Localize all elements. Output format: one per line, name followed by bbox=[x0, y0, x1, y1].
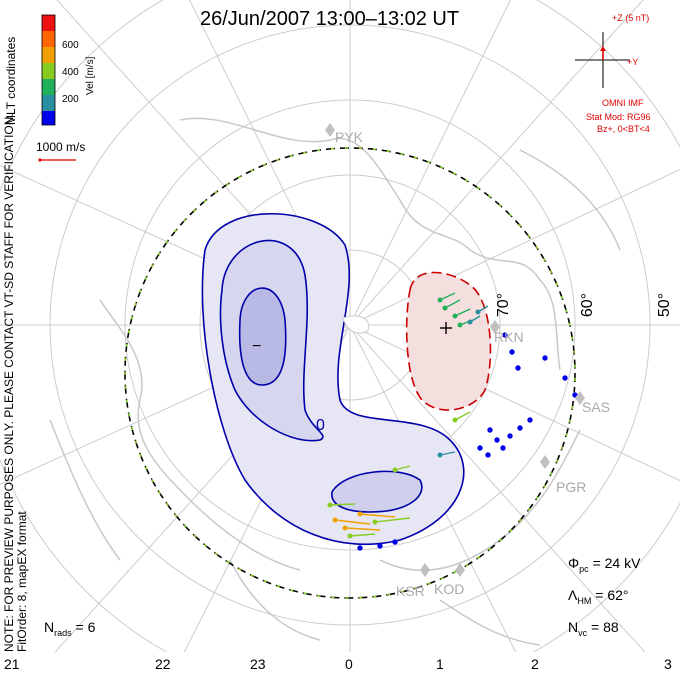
latitude-label: 50° bbox=[656, 292, 674, 318]
mlt-tick: 0 bbox=[345, 656, 353, 672]
scale-label: 1000 m/s bbox=[36, 140, 86, 154]
scale-vector bbox=[38, 158, 76, 162]
contour-label: 0 bbox=[316, 417, 325, 434]
mlt-tick: 2 bbox=[531, 656, 539, 672]
imf-y-label: +Y bbox=[627, 57, 639, 67]
dusk-cell-tail bbox=[331, 470, 423, 513]
station-label: PYK bbox=[335, 129, 364, 145]
mlt-tick: 3 bbox=[664, 656, 672, 672]
vector-count: Nvc = 88 bbox=[568, 619, 619, 638]
verification-note: NOTE: FOR PREVIEW PURPOSES ONLY. PLEASE … bbox=[2, 113, 16, 652]
imf-title: OMNI IMF bbox=[602, 98, 644, 108]
dusk-cell-core bbox=[238, 287, 287, 386]
imf-model: Stat Mod: RG96 bbox=[586, 112, 651, 122]
mlt-tick: 23 bbox=[250, 656, 266, 672]
imf-condition: Bz+, 0<BT<4 bbox=[597, 124, 650, 134]
hm-boundary-latitude: ΛHM = 62° bbox=[568, 587, 629, 606]
station-label: PGR bbox=[556, 479, 587, 495]
station-label: KOD bbox=[434, 581, 465, 597]
velocity-colorbar bbox=[41, 14, 56, 126]
mlt-tick: 1 bbox=[436, 656, 444, 672]
magnetic-pole-marker bbox=[440, 322, 452, 334]
imf-clock bbox=[575, 32, 630, 88]
station-label: SAS bbox=[582, 399, 611, 415]
coastlines bbox=[49, 117, 621, 646]
station-markers bbox=[325, 123, 585, 577]
map-title: 26/Jun/2007 13:00–13:02 UT bbox=[200, 8, 460, 30]
cross-polar-potential: Φpc = 24 kV bbox=[568, 555, 641, 574]
velocity-vectors bbox=[327, 292, 578, 551]
station-label: RKN bbox=[494, 329, 524, 345]
colorbar-label: Vel [m/s] bbox=[85, 56, 96, 95]
coords-label: MLT coordinates bbox=[4, 36, 18, 125]
latitude-label: 60° bbox=[579, 292, 597, 318]
latitude-label: 70° bbox=[495, 292, 513, 318]
radar-count: Nrads = 6 bbox=[44, 619, 96, 638]
mlt-tick: 22 bbox=[155, 656, 171, 672]
mlt-tick: 21 bbox=[4, 656, 20, 672]
colorbar-tick: 400 bbox=[62, 67, 79, 78]
colorbar-tick: 200 bbox=[62, 94, 79, 105]
imf-z-label: +Z (5 nT) bbox=[612, 13, 650, 23]
contour-label: − bbox=[252, 338, 262, 355]
fit-order-note: FitOrder: 8, mapEX format bbox=[15, 511, 29, 652]
dawn-cell bbox=[405, 271, 492, 411]
colorbar-tick: 600 bbox=[62, 40, 79, 51]
station-label: KSR bbox=[396, 583, 425, 599]
